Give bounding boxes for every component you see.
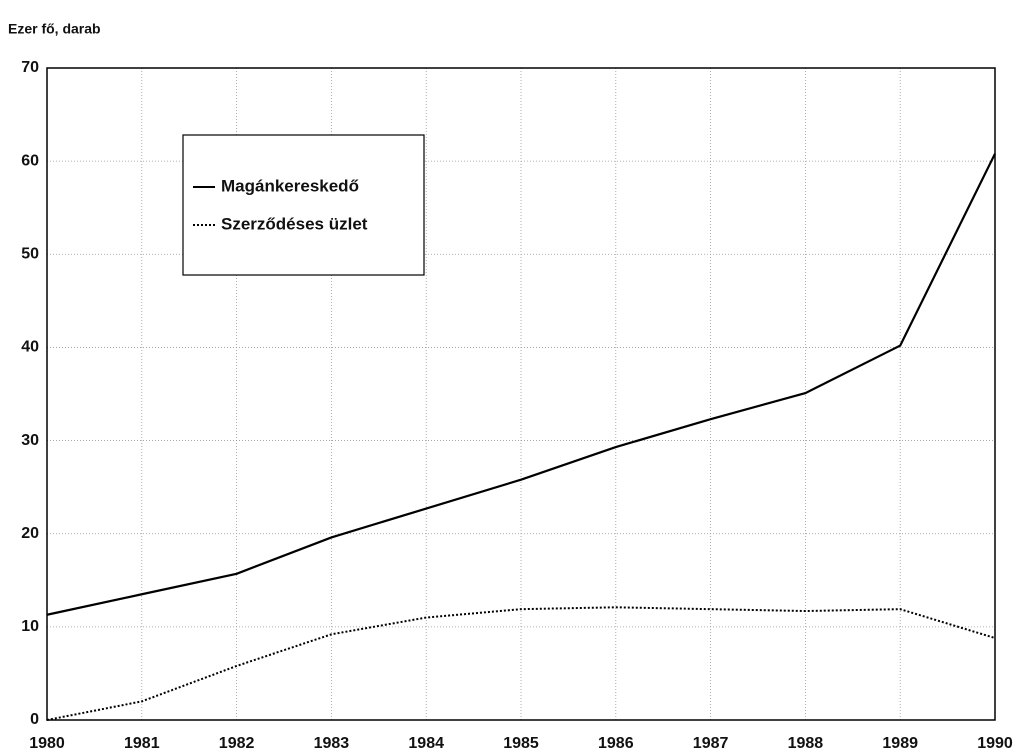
x-tick-label: 1985 — [503, 735, 539, 752]
x-tick-label: 1982 — [219, 735, 255, 752]
x-tick-label: 1988 — [788, 735, 824, 752]
y-tick-label: 30 — [21, 432, 39, 449]
y-tick-label: 40 — [21, 339, 39, 356]
plot-frame — [46, 67, 996, 721]
y-tick-label: 0 — [30, 711, 39, 728]
x-tick-label: 1984 — [408, 735, 444, 752]
y-tick-label: 60 — [21, 152, 39, 169]
x-tick-label: 1980 — [29, 735, 65, 752]
legend-label: Szerződéses üzlet — [221, 214, 368, 233]
x-tick-label: 1990 — [977, 735, 1013, 752]
y-tick-label: 70 — [21, 59, 39, 76]
legend-box — [182, 134, 425, 276]
x-tick-label: 1986 — [598, 735, 634, 752]
x-tick-label: 1983 — [314, 735, 350, 752]
x-tick-label: 1989 — [882, 735, 918, 752]
legend-label: Magánkereskedő — [221, 176, 359, 195]
x-tick-label: 1987 — [693, 735, 729, 752]
y-axis-label: Ezer fő, darab — [8, 21, 101, 37]
x-tick-label: 1981 — [124, 735, 160, 752]
y-tick-label: 10 — [21, 618, 39, 635]
y-tick-label: 50 — [21, 246, 39, 263]
y-tick-label: 20 — [21, 525, 39, 542]
data-line — [46, 606, 996, 721]
data-line — [46, 153, 996, 616]
